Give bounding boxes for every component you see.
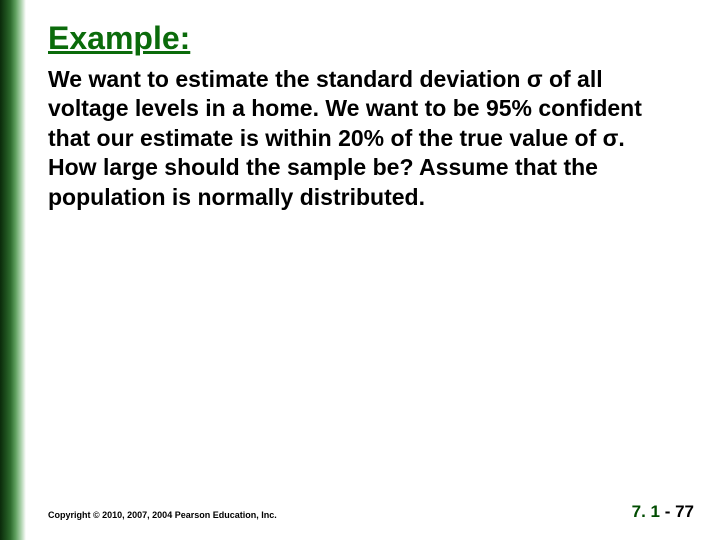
slide-content: Example: We want to estimate the standar… [48, 20, 688, 212]
decorative-left-bar [0, 0, 26, 540]
slide-title: Example: [48, 20, 688, 57]
page-num-value: 77 [675, 502, 694, 521]
page-number: 7. 1 - 77 [632, 502, 694, 522]
copyright-text: Copyright © 2010, 2007, 2004 Pearson Edu… [48, 510, 277, 520]
slide-body: We want to estimate the standard deviati… [48, 65, 658, 212]
page-sep: - [660, 502, 675, 521]
page-prefix: 7. 1 [632, 502, 660, 521]
